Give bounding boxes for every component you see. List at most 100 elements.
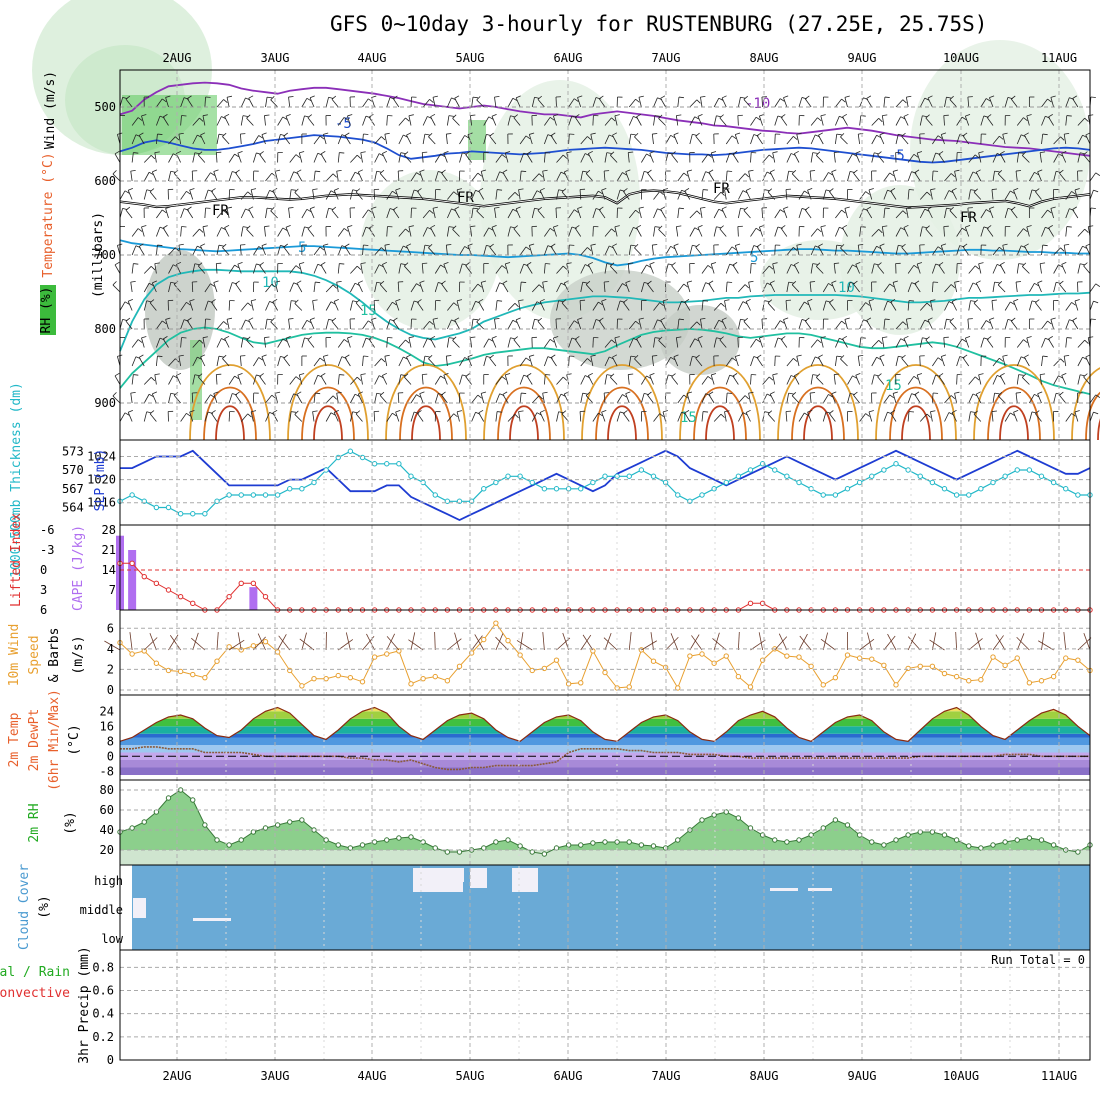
wind-barb-flag <box>234 153 239 158</box>
wind-barb <box>347 226 351 237</box>
wind-speed-line-point <box>808 663 814 670</box>
wind-barb-flag <box>1064 354 1070 357</box>
wind-barb <box>478 190 485 200</box>
wind-barb <box>507 98 514 108</box>
wind-barb-flag <box>382 372 388 376</box>
wind-barb <box>785 189 788 200</box>
wind-barb-flag <box>378 264 384 268</box>
wind-barb <box>901 358 909 367</box>
thickness-label: 1000-500mb Thickness (dm) <box>9 382 24 578</box>
wind-barb <box>989 319 994 330</box>
wind-barb <box>467 356 472 367</box>
wind-barb-flag <box>1010 95 1016 100</box>
wind-barb-flag <box>810 392 816 394</box>
wind-barb-flag <box>355 188 361 193</box>
wind-barb <box>337 245 343 256</box>
wind-barb-flag <box>162 114 168 118</box>
wind-barb-flag <box>234 264 239 269</box>
wind-barb <box>246 228 254 237</box>
wind-barb-flag <box>938 262 944 266</box>
wind-barb <box>471 283 479 293</box>
wind-barb <box>973 413 982 422</box>
wind-barb-flag <box>925 336 930 341</box>
contour-label: 5 <box>750 250 758 266</box>
wind-barb <box>544 339 551 348</box>
wind-barb-flag <box>858 355 864 357</box>
wind-barb-flag <box>513 114 518 119</box>
wind-barb <box>471 97 474 108</box>
wind-barb-flag <box>638 317 644 320</box>
wind-barb <box>724 411 727 422</box>
wind-barb <box>168 153 174 163</box>
wind-barb <box>737 97 741 108</box>
wind-barb-flag <box>744 284 750 289</box>
wind-barb-flag <box>456 188 463 191</box>
wind-barb <box>835 227 840 237</box>
rh-tick-label: 40 <box>100 823 114 837</box>
precip-tick-label: 0.6 <box>92 984 114 998</box>
wind-barb <box>1016 117 1024 126</box>
wind-barb <box>914 394 921 404</box>
upper-label-wind: Wind (m/s) <box>43 71 58 149</box>
wind-barb <box>949 321 957 330</box>
wind-barb <box>272 412 278 422</box>
rh-point <box>905 832 911 838</box>
date-label-bottom: 10AUG <box>943 1069 979 1083</box>
wind-barb <box>253 357 260 367</box>
wind-barb <box>555 96 557 108</box>
wind-barb-flag <box>670 134 676 139</box>
thickness-line-point <box>856 479 863 486</box>
wind-barb <box>198 154 206 163</box>
wind-barb-flag <box>954 391 960 394</box>
wind-label-2: Speed <box>27 635 42 674</box>
wind-barb <box>384 134 388 145</box>
wind-barb <box>154 263 157 274</box>
wind-barb-flag <box>288 96 294 98</box>
wind-barb <box>531 284 540 293</box>
date-label-bottom: 8AUG <box>750 1069 779 1083</box>
wind-barb <box>519 357 527 367</box>
wind-barb <box>325 284 334 293</box>
wind-barb <box>964 337 970 348</box>
wind-barb <box>1041 98 1048 108</box>
wind-barb <box>892 393 897 404</box>
wind-barb <box>189 300 194 311</box>
wind-barb-flag <box>842 113 848 118</box>
wind-barb <box>180 319 185 330</box>
li-tick-label: 6 <box>40 603 47 617</box>
wind-speed-line-point <box>723 653 729 659</box>
wind-barb <box>168 375 174 385</box>
wind-barb <box>471 172 479 182</box>
wind-barb <box>675 337 679 348</box>
wind-barb <box>296 283 303 293</box>
wind-barb <box>798 190 805 200</box>
wind-barb-flag <box>356 154 362 159</box>
wind-barb <box>119 190 126 200</box>
temp-tick-label: 8 <box>107 734 114 748</box>
wind-barb-flag <box>577 317 583 320</box>
wind-barb-flag <box>553 225 559 228</box>
wind-barb <box>580 153 586 163</box>
wind-barb <box>362 134 364 145</box>
thickness-line-point <box>747 467 754 473</box>
wind-barb-flag <box>429 321 434 325</box>
wind-barb-flag <box>902 321 907 326</box>
wind-barb-flag <box>497 411 503 413</box>
wind-barb-flag <box>628 373 634 375</box>
wind-barb <box>653 226 656 237</box>
wind-barb-flag <box>770 391 775 395</box>
wind-barb-flag <box>393 317 398 322</box>
wind-speed-line-point <box>384 651 390 657</box>
wind-barb-flag <box>130 170 136 172</box>
upper-label-temperature: Temperature (°C) <box>41 152 56 277</box>
wind-barb <box>968 189 971 200</box>
wind-barb <box>349 189 354 200</box>
wind-barb-flag <box>840 133 845 138</box>
wind-barb <box>840 247 848 256</box>
wind-barb <box>665 374 669 385</box>
wind-barb-flag <box>1022 262 1027 267</box>
wind-barb-flag <box>676 225 682 227</box>
wind-barb <box>598 209 606 219</box>
wind-barb-flag <box>448 115 454 117</box>
wind-barb <box>700 97 703 108</box>
